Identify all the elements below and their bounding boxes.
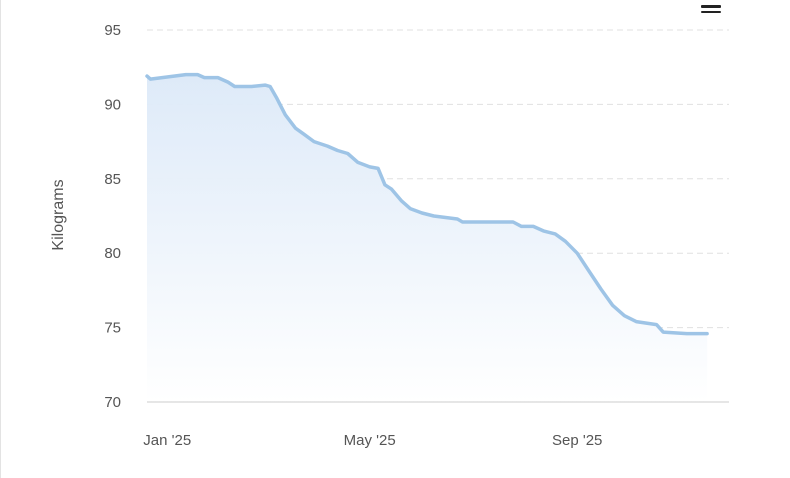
y-tick-label-85: 85 <box>104 171 121 188</box>
menu-bar-top <box>701 5 721 8</box>
menu-bar-middle <box>701 10 721 13</box>
hamburger-menu-icon[interactable] <box>698 2 724 22</box>
plot-area <box>145 72 709 402</box>
series-area-0 <box>147 74 708 402</box>
axes: 70 75 80 85 90 95 Jan '25 May '25 Sep '25 <box>104 22 729 449</box>
y-tick-label-75: 75 <box>104 320 121 337</box>
y-axis-title: Kilograms <box>50 179 67 250</box>
y-tick-label-80: 80 <box>104 245 121 262</box>
y-tick-label-90: 90 <box>104 96 121 113</box>
y-tick-label-70: 70 <box>104 394 121 411</box>
y-tick-label-95: 95 <box>104 22 121 39</box>
series-line-0 <box>145 72 709 336</box>
x-tick-label-sep25: Sep '25 <box>552 432 602 449</box>
x-tick-label-jan25: Jan '25 <box>143 432 191 449</box>
x-tick-label-may25: May '25 <box>344 432 396 449</box>
